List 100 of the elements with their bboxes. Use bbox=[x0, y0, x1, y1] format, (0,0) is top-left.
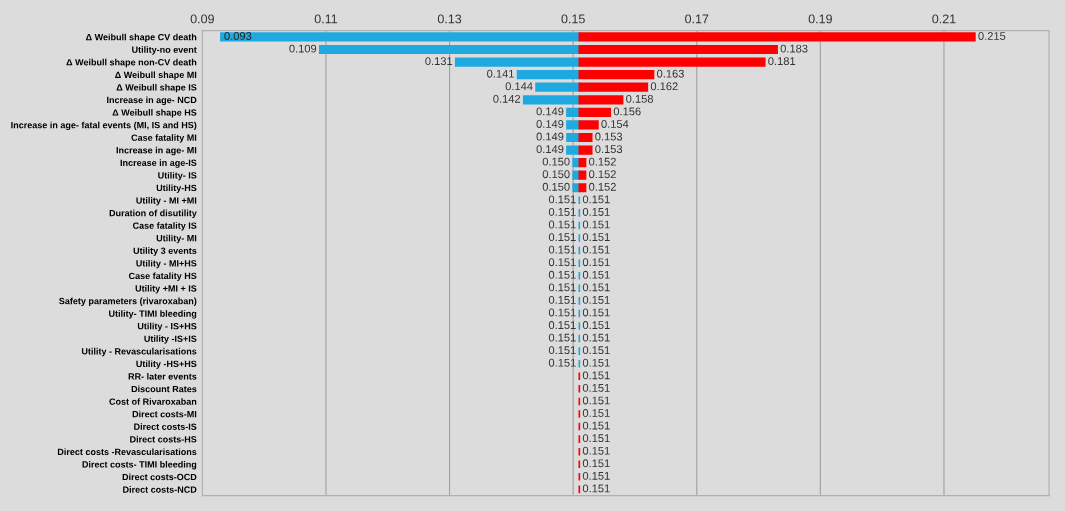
y-tick-label: Increase in age- fatal events (MI, IS and HS) bbox=[11, 121, 197, 131]
bar bbox=[572, 158, 581, 168]
x-tick-label: 0.15 bbox=[561, 14, 585, 24]
y-tick-label: Utility - Revascularisations bbox=[81, 347, 197, 357]
bar bbox=[578, 82, 649, 92]
annotation: 0.151 bbox=[548, 358, 576, 367]
annotation: 0.163 bbox=[657, 69, 684, 78]
y-tick-label: Utility- MI bbox=[156, 234, 197, 244]
annotation: 0.109 bbox=[289, 44, 317, 53]
y-tick-label: Utility -HS+HS bbox=[136, 360, 197, 369]
annotation: 0.151 bbox=[582, 245, 610, 254]
bar bbox=[566, 107, 581, 117]
y-tick-label: Increase in age- MI bbox=[116, 146, 197, 156]
y-tick-label: Utility -IS+IS bbox=[144, 335, 197, 344]
x-tick-label: 0.09 bbox=[190, 14, 214, 24]
y-tick-label: Direct costs -Revascularisations bbox=[57, 448, 197, 456]
bar bbox=[578, 170, 587, 180]
y-tick-label: Increase in age-IS bbox=[120, 159, 197, 168]
bar bbox=[578, 145, 593, 155]
annotation: 0.151 bbox=[582, 459, 610, 468]
annotation: 0.151 bbox=[548, 220, 576, 229]
x-tick-label: 0.17 bbox=[685, 14, 709, 24]
annotation: 0.149 bbox=[536, 107, 564, 116]
annotation: 0.151 bbox=[548, 208, 576, 216]
annotation: 0.149 bbox=[536, 132, 564, 141]
annotation: 0.151 bbox=[548, 258, 576, 267]
annotation: 0.151 bbox=[582, 371, 610, 380]
y-tick-label: RR- later events bbox=[128, 373, 197, 380]
annotation: 0.141 bbox=[487, 69, 514, 78]
y-tick-label: Case fatality HS bbox=[128, 272, 197, 281]
annotation: 0.151 bbox=[582, 421, 610, 430]
annotation: 0.151 bbox=[582, 471, 610, 480]
annotation: 0.151 bbox=[582, 396, 610, 405]
annotation: 0.151 bbox=[582, 195, 610, 204]
bar bbox=[572, 183, 581, 193]
bar bbox=[220, 32, 581, 42]
annotation: 0.181 bbox=[768, 57, 796, 66]
annotation: 0.150 bbox=[542, 157, 570, 166]
annotation: 0.093 bbox=[224, 32, 252, 40]
annotation: 0.153 bbox=[595, 145, 623, 154]
annotation: 0.151 bbox=[548, 233, 576, 242]
annotation: 0.151 bbox=[582, 321, 610, 329]
annotation: 0.144 bbox=[505, 82, 533, 91]
annotation: 0.151 bbox=[582, 346, 610, 355]
annotation: 0.151 bbox=[582, 270, 610, 279]
y-tick-label: Direct costs-MI bbox=[132, 410, 197, 418]
annotation: 0.151 bbox=[548, 195, 576, 204]
y-tick-label: Cost of Rivaroxaban bbox=[109, 398, 197, 405]
bar bbox=[578, 132, 593, 143]
bar bbox=[578, 183, 587, 193]
annotation: 0.151 bbox=[582, 358, 610, 367]
bar bbox=[566, 132, 581, 143]
y-tick-label: Δ Weibull shape CV death bbox=[86, 33, 197, 43]
annotation: 0.151 bbox=[548, 283, 576, 292]
bar bbox=[522, 95, 581, 105]
y-tick-label: Δ Weibull shape IS bbox=[116, 83, 197, 93]
y-tick-label: Case fatality IS bbox=[132, 222, 197, 231]
y-tick-label: Duration of disutility bbox=[109, 209, 197, 219]
y-tick-label: Utility +MI + IS bbox=[135, 285, 197, 294]
y-tick-label: Δ Weibull shape MI bbox=[115, 71, 197, 80]
annotation: 0.154 bbox=[601, 120, 629, 128]
annotation: 0.162 bbox=[650, 82, 678, 91]
annotation: 0.152 bbox=[589, 170, 616, 179]
y-tick-label: Case fatality MI bbox=[131, 134, 197, 143]
annotation: 0.150 bbox=[542, 170, 570, 179]
annotation: 0.151 bbox=[548, 245, 576, 254]
y-tick-label: Direct costs-NCD bbox=[123, 486, 197, 493]
y-tick-label: Direct costs-IS bbox=[134, 423, 197, 430]
annotation: 0.151 bbox=[582, 383, 610, 392]
y-tick-label: Direct costs-OCD bbox=[122, 473, 197, 481]
annotation: 0.149 bbox=[536, 145, 564, 154]
y-tick-label: Utility- TIMI bleeding bbox=[109, 310, 197, 319]
y-tick-label: Discount Rates bbox=[131, 385, 197, 393]
bar bbox=[318, 44, 581, 55]
annotation: 0.151 bbox=[582, 409, 610, 417]
y-tick-label: Utility - MI+HS bbox=[136, 259, 197, 269]
bar bbox=[578, 57, 766, 67]
annotation: 0.153 bbox=[595, 132, 623, 141]
x-tick-label: 0.13 bbox=[437, 14, 462, 24]
annotation: 0.151 bbox=[582, 233, 610, 242]
annotation: 0.151 bbox=[582, 333, 610, 342]
bar bbox=[578, 120, 599, 130]
y-tick-label: Utility- IS bbox=[158, 171, 197, 181]
bar bbox=[578, 158, 587, 168]
annotation: 0.142 bbox=[493, 94, 521, 103]
y-tick-label: Safety parameters (rivaroxaban) bbox=[59, 297, 197, 307]
bar bbox=[578, 107, 612, 117]
x-tick-label: 0.19 bbox=[808, 14, 832, 24]
y-tick-label: Direct costs-HS bbox=[130, 435, 197, 443]
y-tick-label: Direct costs- TIMI bleeding bbox=[82, 460, 197, 470]
annotation: 0.183 bbox=[780, 44, 808, 53]
bar bbox=[572, 170, 581, 180]
bar bbox=[578, 95, 624, 105]
bar bbox=[578, 32, 976, 42]
annotation: 0.151 bbox=[548, 346, 576, 355]
y-tick-label: Utility - IS+HS bbox=[137, 322, 197, 332]
annotation: 0.151 bbox=[548, 333, 576, 342]
bar bbox=[566, 145, 581, 155]
x-tick-label: 0.11 bbox=[314, 14, 338, 24]
annotation: 0.151 bbox=[582, 283, 610, 292]
